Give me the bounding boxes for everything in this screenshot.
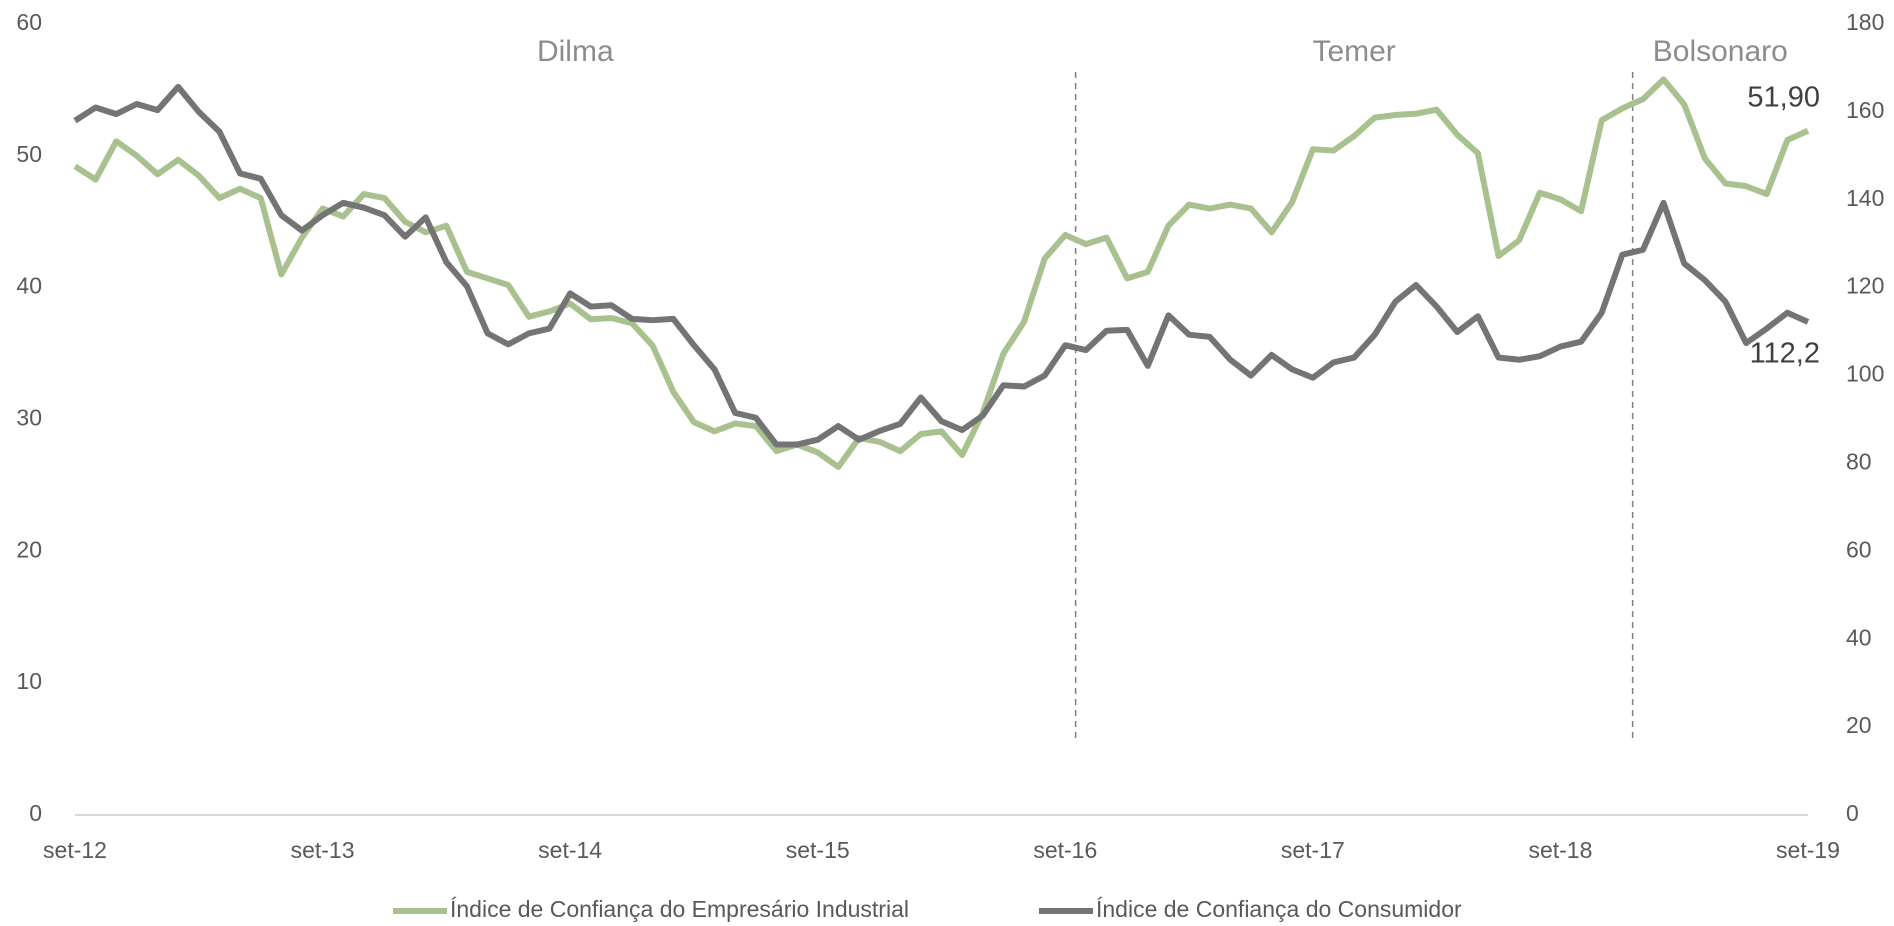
y-tick-label: 60 [16,9,42,35]
y-tick-label: 20 [16,536,42,562]
y2-tick-label: 160 [1846,97,1884,123]
y-tick-label: 10 [16,668,42,694]
y2-tick-label: 0 [1846,800,1859,826]
x-tick-label: set-18 [1528,837,1592,863]
period-label: Dilma [537,35,614,68]
series-line [73,76,1810,470]
value-label: 112,2 [1750,338,1820,370]
x-tick-label: set-17 [1281,837,1345,863]
y-tick-label: 0 [29,800,42,826]
y2-tick-label: 40 [1846,624,1872,650]
series-line [73,83,1810,448]
x-tick-label: set-19 [1776,837,1840,863]
y-tick-label: 30 [16,405,42,431]
y2-tick-label: 20 [1846,712,1872,738]
y2-tick-label: 140 [1846,185,1884,211]
y2-tick-label: 100 [1846,361,1884,387]
period-label: Temer [1312,35,1395,68]
x-tick-label: set-13 [291,837,355,863]
x-tick-label: set-12 [43,837,107,863]
legend-label: Índice de Confiança do Consumidor [1096,896,1462,922]
y2-tick-label: 120 [1846,273,1884,299]
period-label: Bolsonaro [1653,35,1788,68]
x-tick-label: set-16 [1033,837,1097,863]
value-label: 51,90 [1747,81,1820,113]
y-tick-label: 40 [16,273,42,299]
x-tick-label: set-14 [538,837,602,863]
y2-tick-label: 60 [1846,536,1872,562]
x-tick-label: set-15 [786,837,850,863]
y2-tick-label: 80 [1846,449,1872,475]
legend-label: Índice de Confiança do Empresário Indust… [450,896,909,922]
y2-tick-label: 180 [1846,9,1884,35]
y-tick-label: 50 [16,141,42,167]
